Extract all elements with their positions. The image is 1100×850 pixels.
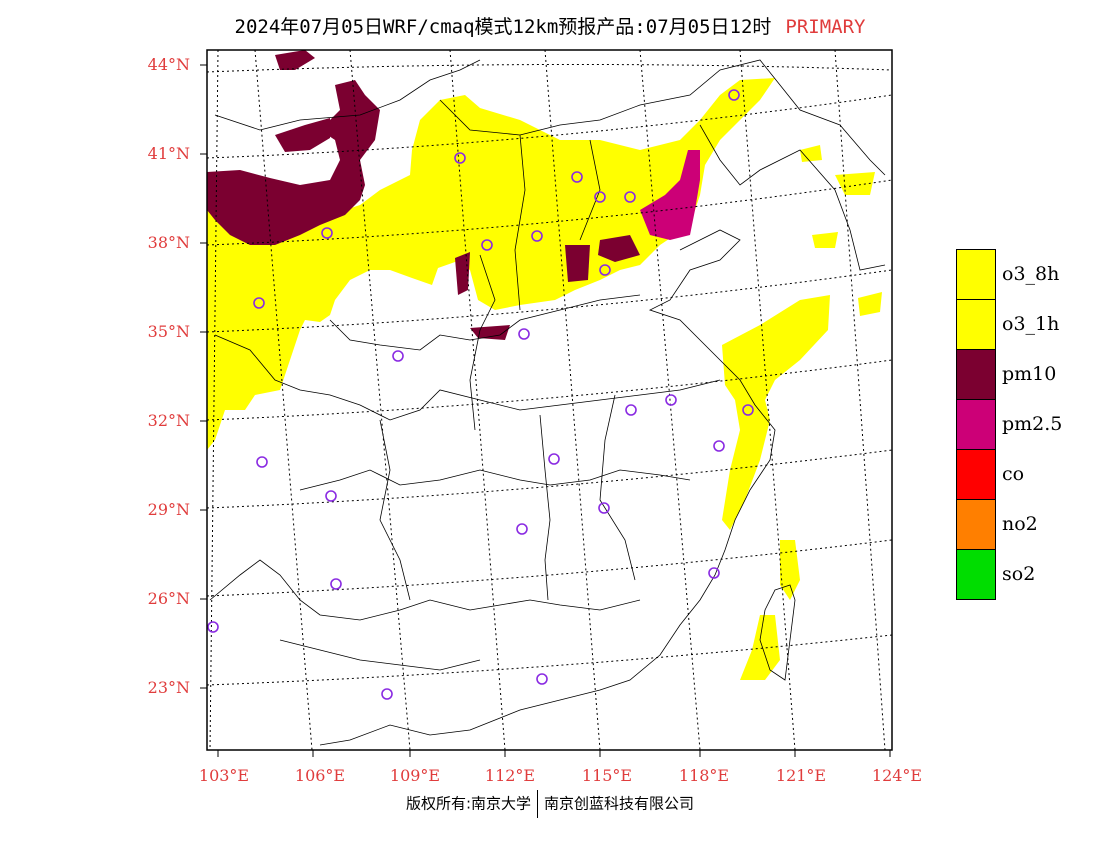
o3-yellow-sea — [812, 232, 838, 248]
footer-separator — [537, 790, 539, 818]
o3-taiwan-strait — [780, 540, 800, 600]
o3-taiwan — [740, 615, 780, 680]
pm25-beijing-tianjin — [640, 150, 700, 240]
lat-label-38: 38°N — [147, 233, 190, 252]
lon-label-118: 118°E — [678, 766, 730, 785]
lat-label-23: 23°N — [147, 678, 190, 697]
pm10-north — [275, 50, 315, 70]
legend-swatch — [956, 449, 996, 500]
boundaries — [209, 59, 886, 746]
o3-north-china — [207, 78, 775, 450]
lon-label-109: 109°E — [389, 766, 441, 785]
lat-label-41: 41°N — [147, 144, 190, 163]
legend-swatch — [956, 499, 996, 550]
pm10-shanxi — [565, 245, 590, 282]
legend-swatch — [956, 249, 996, 300]
legend-label: so2 — [1002, 563, 1036, 585]
lon-label-115: 115°E — [581, 766, 633, 785]
graticule — [206, 49, 893, 751]
o3-regions — [207, 78, 882, 680]
pm10-regions — [207, 50, 640, 340]
lon-label-106: 106°E — [294, 766, 346, 785]
lon-label-103: 103°E — [198, 766, 250, 785]
lat-label-44: 44°N — [147, 55, 190, 74]
copyright-left: 版权所有:南京大学 — [405, 794, 532, 813]
pm10-central — [470, 325, 510, 340]
o3-korea — [835, 172, 875, 195]
pm10-gobi — [275, 118, 330, 152]
axis-ticks — [200, 64, 891, 757]
pm25-regions — [640, 150, 700, 240]
legend-swatch — [956, 399, 996, 450]
legend-label: co — [1002, 463, 1025, 485]
pollution-layer — [207, 50, 882, 680]
product-label: PRIMARY — [785, 16, 866, 38]
lon-label-112: 112°E — [484, 766, 536, 785]
copyright-footer: 版权所有:南京大学 南京创蓝科技有限公司 — [0, 790, 1100, 818]
map-title: 2024年07月05日WRF/cmaq模式12km预报产品:07月05日12时 P… — [0, 12, 1100, 39]
lat-label-26: 26°N — [147, 589, 190, 608]
legend-swatch — [956, 299, 996, 350]
pm10-shaanxi — [455, 252, 470, 295]
legend-label: pm10 — [1002, 363, 1057, 385]
legend-label: pm2.5 — [1002, 413, 1063, 435]
legend-label: no2 — [1002, 513, 1038, 535]
lon-label-121: 121°E — [775, 766, 827, 785]
legend-swatch — [956, 349, 996, 400]
legend-swatch — [956, 549, 996, 600]
copyright-right: 南京创蓝科技有限公司 — [544, 794, 695, 813]
o3-liaodong — [800, 145, 822, 162]
lat-label-35: 35°N — [147, 322, 190, 341]
legend-label: o3_1h — [1002, 313, 1060, 335]
pm10-inner-mongolia — [207, 80, 380, 245]
legend-label: o3_8h — [1002, 263, 1060, 285]
lon-label-124: 124°E — [871, 766, 923, 785]
lat-label-32: 32°N — [147, 411, 190, 430]
map-frame — [206, 49, 893, 751]
title-text: 2024年07月05日WRF/cmaq模式12km预报产品:07月05日12时 — [234, 16, 772, 38]
o3-east-coast — [722, 295, 830, 530]
lat-label-29: 29°N — [147, 500, 190, 519]
o3-east-sea — [858, 292, 882, 316]
station-markers — [207, 89, 754, 700]
pm10-hebei — [598, 235, 640, 262]
